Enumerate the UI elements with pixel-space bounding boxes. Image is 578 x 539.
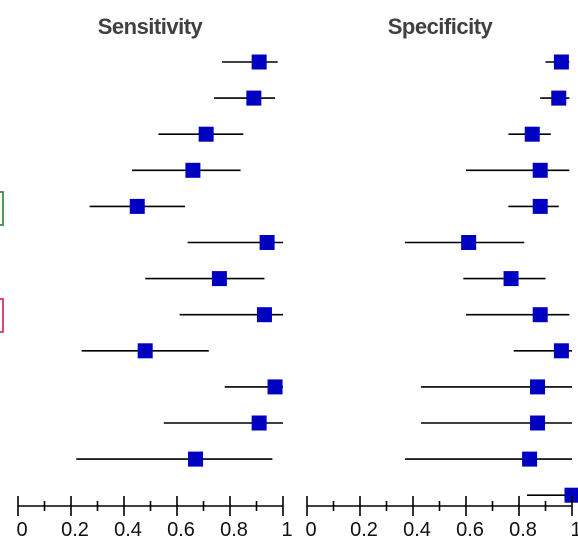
x-tick-label: 0.6 — [167, 519, 195, 539]
point-marker — [551, 90, 567, 106]
point-marker — [188, 451, 204, 467]
x-tick-label: 0 — [16, 519, 27, 539]
x-tick-label: 1 — [570, 519, 578, 539]
point-marker — [530, 415, 546, 431]
specificity-panel: Specificity 0 0.2 0.4 0.6 0.8 1 — [305, 14, 578, 539]
partial-box-green — [0, 191, 4, 226]
point-marker — [256, 307, 272, 323]
point-marker — [522, 451, 538, 467]
point-marker — [198, 126, 214, 142]
point-marker — [524, 126, 540, 142]
sensitivity-panel: Sensitivity 0 0.2 0.4 0.6 0.8 1 — [16, 14, 292, 539]
x-tick-label: 0 — [305, 519, 316, 539]
point-marker — [267, 379, 283, 395]
x-tick-label: 0.8 — [220, 519, 248, 539]
point-marker — [129, 198, 145, 214]
x-tick-label: 0.2 — [350, 519, 378, 539]
point-marker — [532, 162, 548, 178]
x-tick-label: 1 — [281, 519, 292, 539]
point-marker — [251, 54, 267, 70]
point-marker — [553, 54, 569, 70]
partial-box-pink — [0, 298, 4, 333]
point-marker — [530, 379, 546, 395]
x-tick-label: 0.4 — [114, 519, 142, 539]
point-marker — [532, 307, 548, 323]
point-marker — [259, 235, 275, 250]
point-marker — [211, 271, 227, 287]
x-tick-label: 0.2 — [61, 519, 89, 539]
x-tick-label: 0.8 — [509, 519, 537, 539]
point-marker — [503, 271, 519, 287]
x-tick-label: 0.6 — [456, 519, 484, 539]
point-marker — [137, 343, 153, 359]
point-marker — [532, 198, 548, 214]
x-tick-label: 0.4 — [403, 519, 431, 539]
point-marker — [553, 343, 569, 359]
point-marker — [461, 235, 477, 250]
point-marker — [185, 162, 201, 178]
sensitivity-title: Sensitivity — [98, 14, 204, 39]
point-marker — [564, 487, 578, 503]
point-marker — [251, 415, 267, 431]
specificity-title: Specificity — [388, 14, 494, 39]
point-marker — [246, 90, 262, 106]
